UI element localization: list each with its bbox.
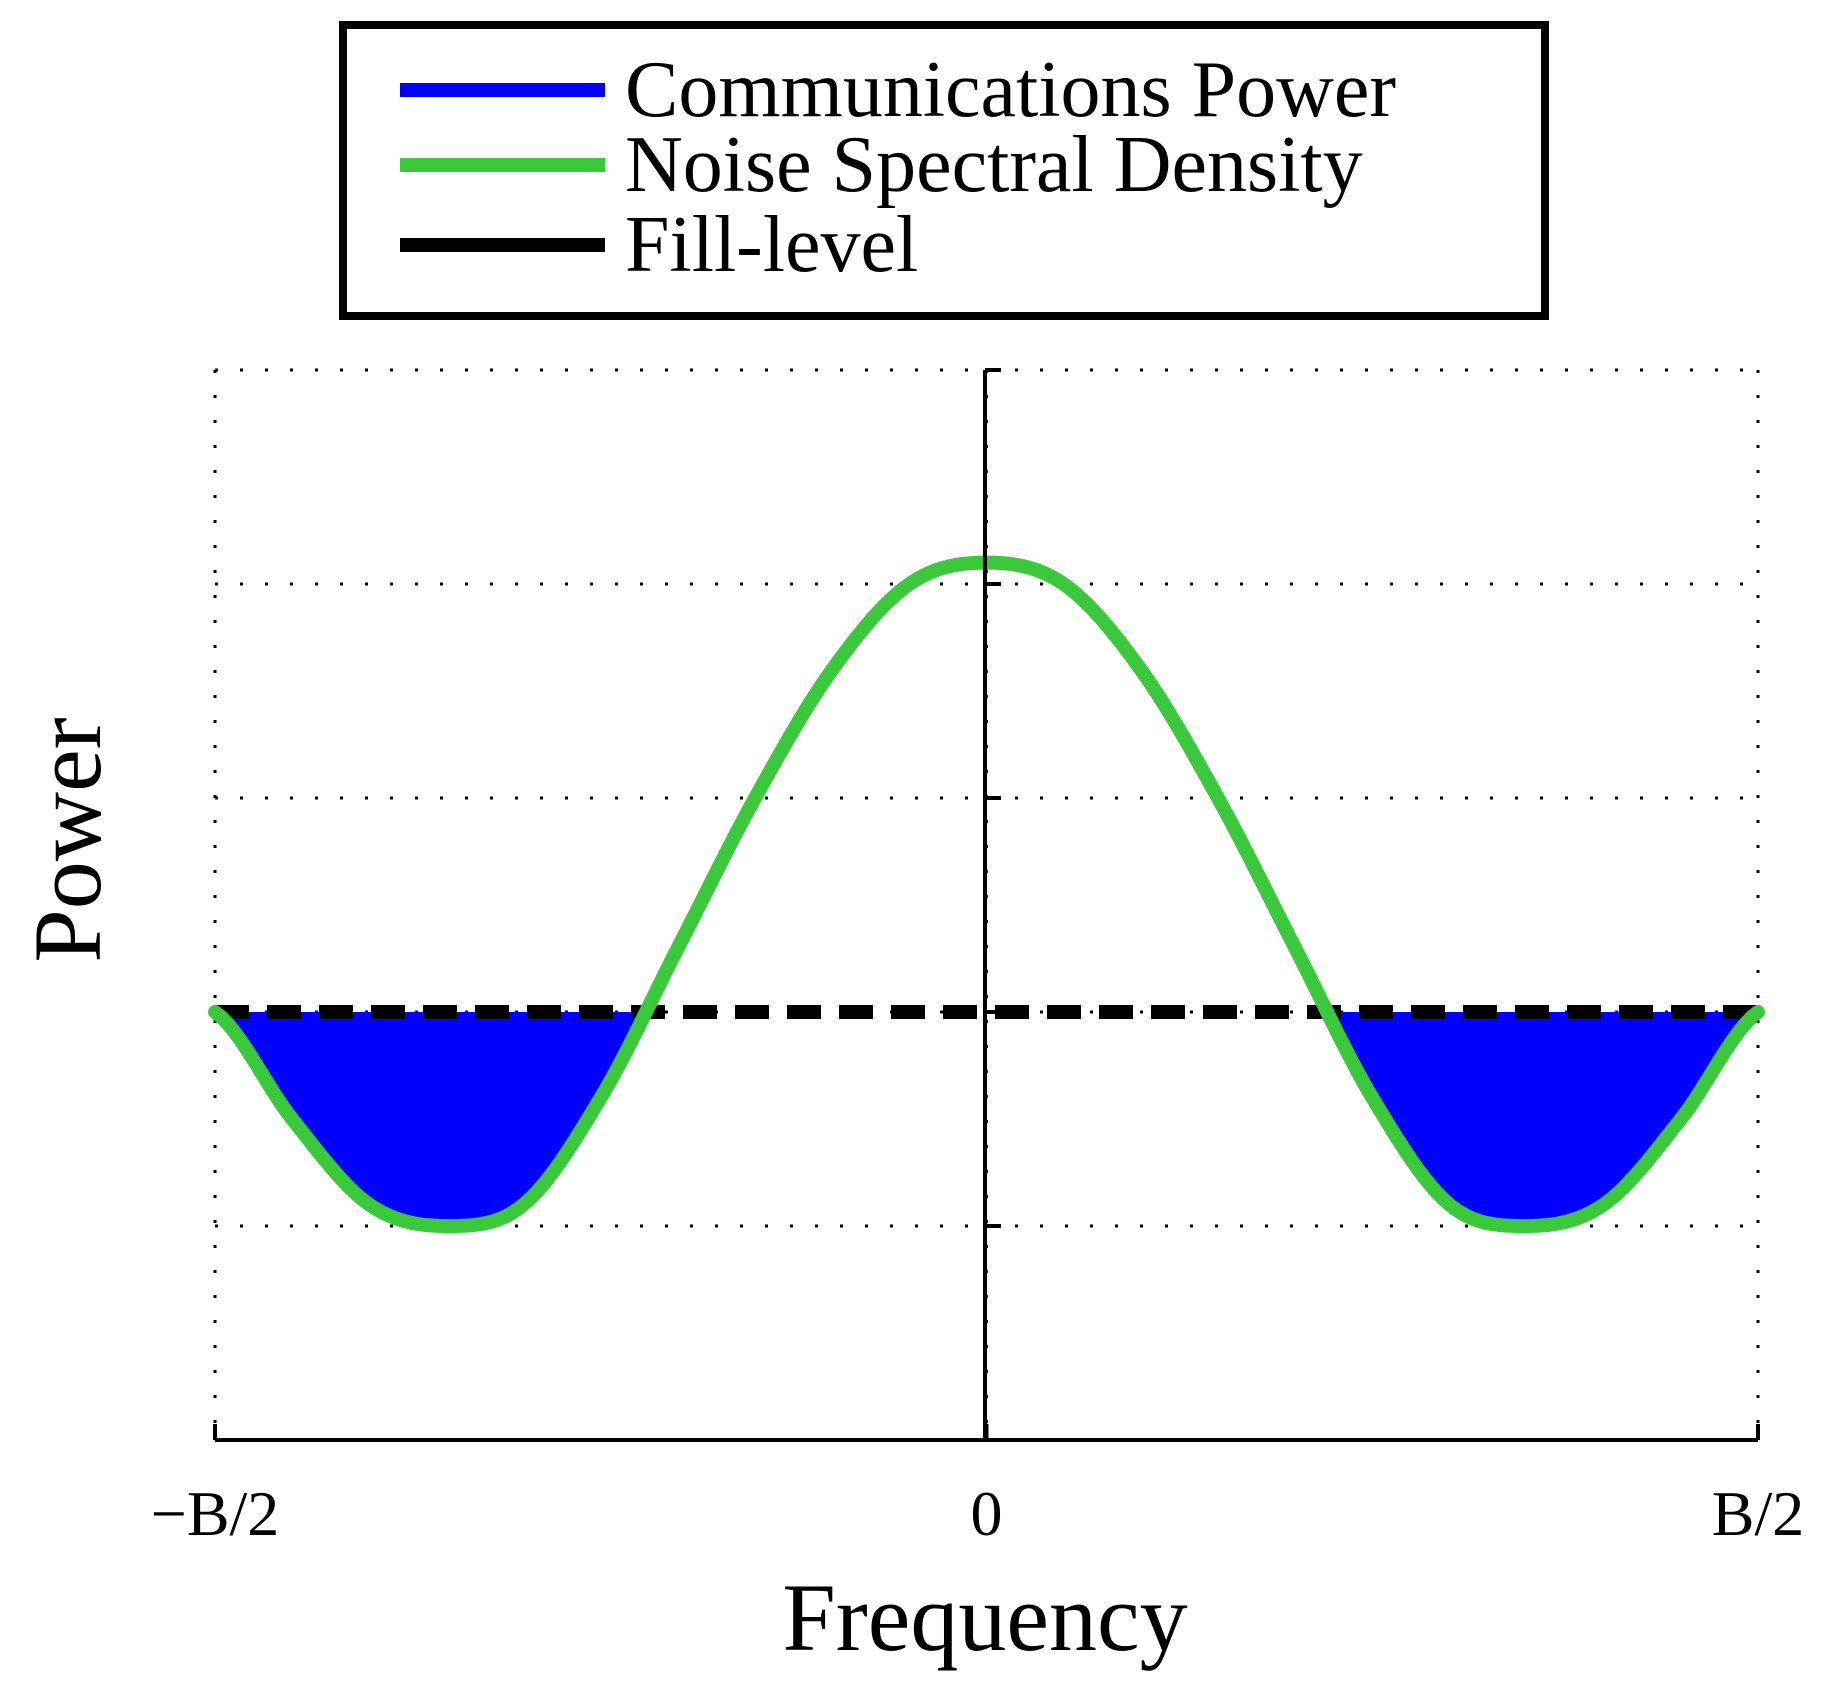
legend-label-0: Communications Power — [625, 46, 1396, 134]
communications-power-region-0 — [215, 1012, 646, 1226]
communications-power-fill — [215, 1012, 1758, 1226]
plot-area: −B/2 0 B/2 — [151, 368, 1804, 1549]
x-tick-label-1: 0 — [971, 1478, 1003, 1549]
y-axis-label: Power — [14, 717, 121, 962]
legend-label-1: Noise Spectral Density — [625, 121, 1363, 209]
x-axis-label: Frequency — [782, 1564, 1187, 1671]
x-tick-label-2: B/2 — [1712, 1478, 1804, 1549]
axes — [215, 370, 1758, 1442]
legend-label-2: Fill-level — [625, 201, 918, 289]
x-tick-label-0: −B/2 — [151, 1478, 280, 1549]
communications-power-region-1 — [1327, 1012, 1758, 1226]
